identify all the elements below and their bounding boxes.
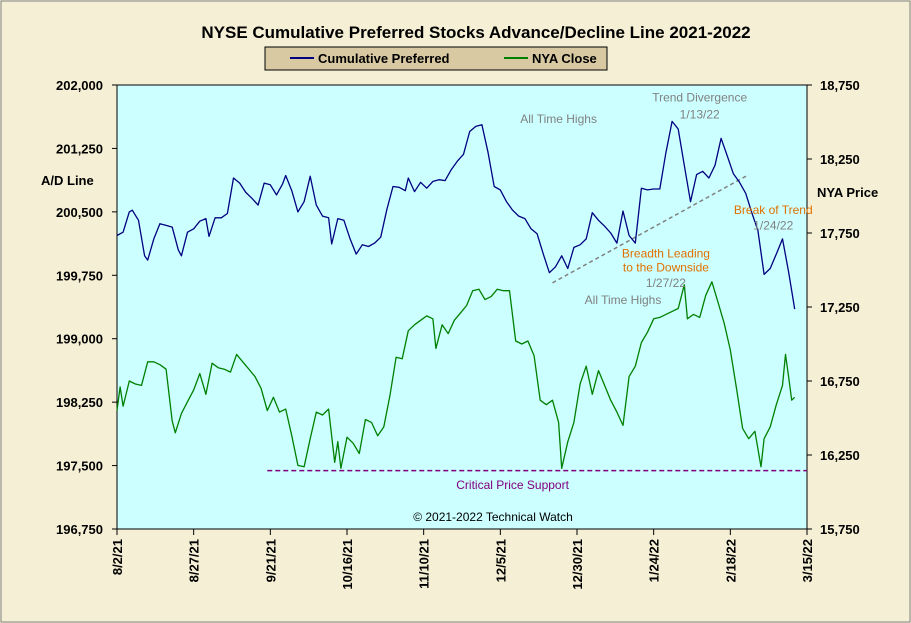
x-tick-label: 3/15/22 [800,539,815,582]
legend: Cumulative Preferred NYA Close [264,46,608,71]
left-tick-label: 201,250 [56,141,103,156]
series-lines [116,120,796,469]
legend-label-ad: Cumulative Preferred [318,51,450,66]
chart-title: NYSE Cumulative Preferred Stocks Advance… [201,23,750,42]
x-tick-label: 12/30/21 [570,539,585,590]
reference-lines [267,173,807,472]
left-tick-label: 196,750 [56,522,103,537]
break-of-trend-2: 1/24/22 [753,218,793,232]
breadth-leading-3: 1/27/22 [646,276,686,290]
left-axis-ticks: 202,000 201,250 200,500 199,750 199,000 198,2… [56,78,117,537]
cumulative-preferred-line [116,120,796,310]
x-axis-ticks: 8/2/21 8/27/21 9/21/21 10/16/21 11/10/21 12/5… [110,529,815,590]
breadth-leading-1: Breadth Leading [622,246,710,260]
right-axis-label: NYA Price [817,185,878,200]
left-axis-label: A/D Line [41,173,94,188]
x-tick-label: 8/27/21 [187,539,202,582]
left-tick-label: 200,500 [56,205,103,220]
right-tick-label: 16,250 [820,448,860,463]
break-of-trend-1: Break of Trend [734,203,813,217]
legend-box [264,46,608,71]
left-tick-label: 199,000 [56,332,103,347]
x-tick-label: 9/21/21 [263,539,278,582]
trend-divergence-2: 1/13/22 [680,108,720,122]
right-tick-label: 18,250 [820,152,860,167]
x-tick-label: 11/10/21 [417,539,432,589]
nya-close-line [116,281,796,469]
all-time-highs-2: All Time Highs [585,293,662,307]
x-tick-label: 8/2/21 [110,539,125,575]
trend-divergence-1: Trend Divergence [652,91,747,105]
right-tick-label: 17,250 [820,300,860,315]
right-tick-label: 17,750 [820,226,860,241]
x-tick-label: 1/24/22 [647,539,662,582]
annotations: All Time Highs Trend Divergence 1/13/22 Bre… [456,91,812,492]
left-tick-label: 198,250 [56,395,103,410]
copyright-text: © 2021-2022 Technical Watch [413,510,573,524]
critical-support-label: Critical Price Support [456,478,569,492]
left-tick-label: 197,500 [56,459,103,474]
all-time-highs-1: All Time Highs [520,112,597,126]
x-tick-label: 2/18/22 [723,539,738,582]
right-tick-label: 18,750 [820,78,860,93]
left-tick-label: 199,750 [56,268,103,283]
right-tick-label: 15,750 [820,522,860,537]
left-tick-label: 202,000 [56,78,103,93]
legend-label-nya: NYA Close [532,51,597,66]
breadth-leading-2: to the Downside [623,261,709,275]
x-tick-label: 12/5/21 [493,539,508,582]
right-tick-label: 16,750 [820,374,860,389]
plot-area [116,84,808,530]
right-axis-ticks: 18,750 18,250 17,750 17,250 16,750 16,250 15,7… [807,78,860,537]
trend-line [552,173,750,284]
x-tick-label: 10/16/21 [340,539,355,590]
